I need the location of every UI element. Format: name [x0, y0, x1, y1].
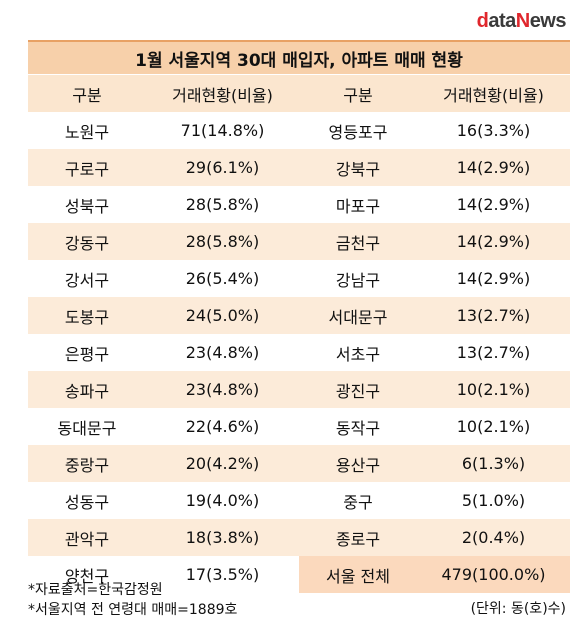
- trade-left-cell: 18(3.8%): [185, 528, 260, 547]
- table-row: 성북구 28(5.8%) 마포구 14(2.9%): [28, 186, 570, 223]
- apartment-trade-table: 1월 서울지역 30대 매입자, 아파트 매매 현황 구분 거래현황(비율) 구…: [28, 40, 570, 593]
- district-left-cell: 도봉구: [64, 307, 110, 327]
- trade-right-cell: 6(1.3%): [461, 454, 526, 473]
- district-right-cell: 광진구: [335, 381, 381, 401]
- district-left-cell: 양천구: [64, 566, 110, 586]
- table-title-text: 1월 서울지역 30대 매입자, 아파트 매매 현황: [135, 50, 463, 71]
- datanews-logo: dataNews: [476, 10, 567, 32]
- trade-left-cell: 20(4.2%): [185, 454, 260, 473]
- trade-left-cell: 28(5.8%): [185, 232, 260, 251]
- trade-left-cell: 28(5.8%): [185, 195, 260, 214]
- header-district-right: 구분: [343, 85, 373, 105]
- district-right-cell: 금천구: [335, 233, 381, 253]
- trade-right-cell: 14(2.9%): [456, 195, 531, 214]
- total-note: *서울지역 전 연령대 매매=1889호: [28, 602, 238, 618]
- district-left-cell: 동대문구: [57, 418, 117, 438]
- district-right-cell: 서울 전체: [299, 556, 417, 593]
- table-row: 양천구 17(3.5%) 서울 전체 479(100.0%): [28, 556, 570, 593]
- table-title: 1월 서울지역 30대 매입자, 아파트 매매 현황: [28, 40, 570, 74]
- district-left-cell: 구로구: [64, 159, 110, 179]
- table-row: 송파구 23(4.8%) 광진구 10(2.1%): [28, 371, 570, 408]
- trade-left-cell: 19(4.0%): [185, 491, 260, 510]
- table-row: 노원구 71(14.8%) 영등포구 16(3.3%): [28, 112, 570, 149]
- table-row: 강서구 26(5.4%) 강남구 14(2.9%): [28, 260, 570, 297]
- table-row: 동대문구 22(4.6%) 동작구 10(2.1%): [28, 408, 570, 445]
- trade-right-cell: 10(2.1%): [456, 417, 531, 436]
- table-header-row: 구분 거래현황(비율) 구분 거래현황(비율): [28, 74, 570, 112]
- table-row: 성동구 19(4.0%) 중구 5(1.0%): [28, 482, 570, 519]
- trade-right-cell: 2(0.4%): [461, 528, 526, 547]
- trade-left-cell: 22(4.6%): [185, 417, 260, 436]
- district-left-cell: 송파구: [64, 381, 110, 401]
- district-right-cell: 영등포구: [328, 122, 388, 142]
- trade-right-cell: 14(2.9%): [456, 269, 531, 288]
- table-row: 강동구 28(5.8%) 금천구 14(2.9%): [28, 223, 570, 260]
- district-left-cell: 성북구: [64, 196, 110, 216]
- header-district-left: 구분: [72, 85, 102, 105]
- trade-right-cell: 16(3.3%): [456, 121, 531, 140]
- trade-left-cell: 26(5.4%): [185, 269, 260, 288]
- district-right-cell: 용산구: [335, 455, 381, 475]
- trade-left-cell: 17(3.5%): [185, 565, 260, 584]
- district-right-cell: 강북구: [335, 159, 381, 179]
- district-left-cell: 중랑구: [64, 455, 110, 475]
- trade-right-cell: 14(2.9%): [456, 232, 531, 251]
- trade-left-cell: 24(5.0%): [185, 306, 260, 325]
- source-note: *자료출처=한국감정원: [28, 582, 163, 598]
- trade-right-cell: 13(2.7%): [456, 306, 531, 325]
- header-trade-left: 거래현황(비율): [172, 85, 273, 105]
- district-left-cell: 성동구: [64, 492, 110, 512]
- unit-note: (단위: 동(호)수): [470, 601, 566, 617]
- trade-right-cell: 10(2.1%): [456, 380, 531, 399]
- table-body: 노원구 71(14.8%) 영등포구 16(3.3%) 구로구 29(6.1%) 강북구 14…: [28, 112, 570, 593]
- trade-left-cell: 29(6.1%): [185, 158, 260, 177]
- district-left-cell: 노원구: [64, 122, 110, 142]
- district-left-cell: 관악구: [64, 529, 110, 549]
- table-row: 구로구 29(6.1%) 강북구 14(2.9%): [28, 149, 570, 186]
- district-right-cell: 종로구: [335, 529, 381, 549]
- district-right-cell: 서대문구: [328, 307, 388, 327]
- trade-left-cell: 71(14.8%): [180, 121, 265, 140]
- district-left-cell: 강서구: [64, 270, 110, 290]
- district-right-cell: 동작구: [335, 418, 381, 438]
- trade-right-cell: 14(2.9%): [456, 158, 531, 177]
- district-left-cell: 은평구: [64, 344, 110, 364]
- trade-left-cell: 23(4.8%): [185, 380, 260, 399]
- trade-right-cell: 13(2.7%): [456, 343, 531, 362]
- trade-right-cell: 479(100.0%): [417, 556, 570, 593]
- table-row: 은평구 23(4.8%) 서초구 13(2.7%): [28, 334, 570, 371]
- table-row: 도봉구 24(5.0%) 서대문구 13(2.7%): [28, 297, 570, 334]
- trade-left-cell: 23(4.8%): [185, 343, 260, 362]
- district-right-cell: 마포구: [335, 196, 381, 216]
- district-right-cell: 서초구: [335, 344, 381, 364]
- district-right-cell: 중구: [343, 492, 373, 512]
- district-left-cell: 강동구: [64, 233, 110, 253]
- header-trade-right: 거래현황(비율): [443, 85, 544, 105]
- table-row: 중랑구 20(4.2%) 용산구 6(1.3%): [28, 445, 570, 482]
- table-row: 관악구 18(3.8%) 종로구 2(0.4%): [28, 519, 570, 556]
- trade-right-cell: 5(1.0%): [461, 491, 526, 510]
- footnotes: *자료출처=한국감정원 *서울지역 전 연령대 매매=1889호: [28, 580, 570, 620]
- district-right-cell: 강남구: [335, 270, 381, 290]
